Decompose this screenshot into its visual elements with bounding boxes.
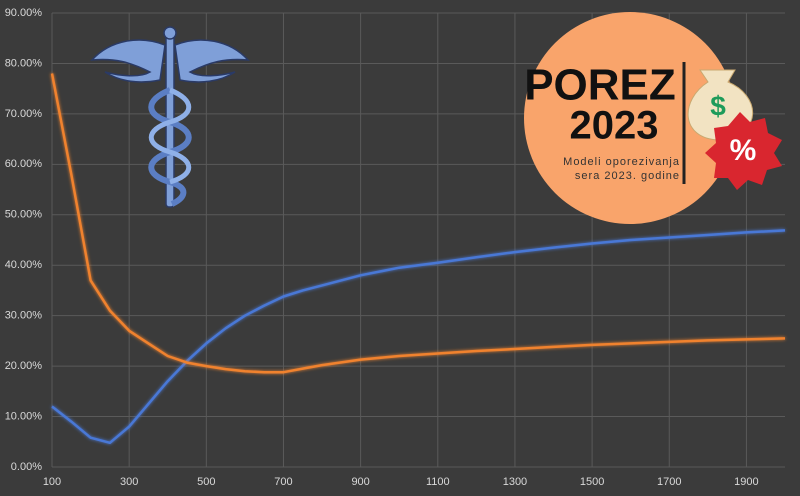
- percent-badge: [705, 112, 782, 190]
- x-tick-label: 1300: [503, 476, 527, 488]
- x-tick-label: 500: [197, 476, 215, 488]
- badge-title: POREZ: [524, 61, 676, 110]
- y-tick-label: 10.00%: [5, 410, 43, 422]
- y-tick-label: 30.00%: [5, 310, 43, 322]
- badge-subtitle: sera 2023. godine: [575, 170, 680, 182]
- y-tick-label: 90.00%: [5, 7, 43, 19]
- x-tick-label: 100: [43, 476, 61, 488]
- y-tick-label: 60.00%: [5, 158, 43, 170]
- percent-symbol: %: [730, 134, 757, 167]
- badge-year: 2023: [570, 104, 659, 148]
- badge: POREZ 2023 Modeli oporezivanja sera 2023…: [524, 12, 782, 224]
- y-tick-label: 20.00%: [5, 360, 43, 372]
- y-tick-label: 50.00%: [5, 209, 43, 221]
- x-tick-label: 1500: [580, 476, 604, 488]
- x-tick-label: 700: [274, 476, 292, 488]
- x-tick-label: 1100: [426, 476, 450, 488]
- y-tick-label: 40.00%: [5, 259, 43, 271]
- badge-subtitle: Modeli oporezivanja: [563, 156, 680, 168]
- y-tick-label: 70.00%: [5, 108, 43, 120]
- caduceus-icon: [90, 26, 250, 208]
- y-tick-label: 80.00%: [5, 57, 43, 69]
- x-tick-label: 1700: [657, 476, 681, 488]
- x-tick-label: 300: [120, 476, 138, 488]
- y-tick-label: 0.00%: [11, 461, 42, 473]
- data-line: [50, 73, 786, 374]
- data-line: [51, 229, 786, 445]
- bag-symbol: $: [710, 90, 726, 121]
- x-tick-label: 900: [351, 476, 369, 488]
- x-tick-label: 1900: [734, 476, 758, 488]
